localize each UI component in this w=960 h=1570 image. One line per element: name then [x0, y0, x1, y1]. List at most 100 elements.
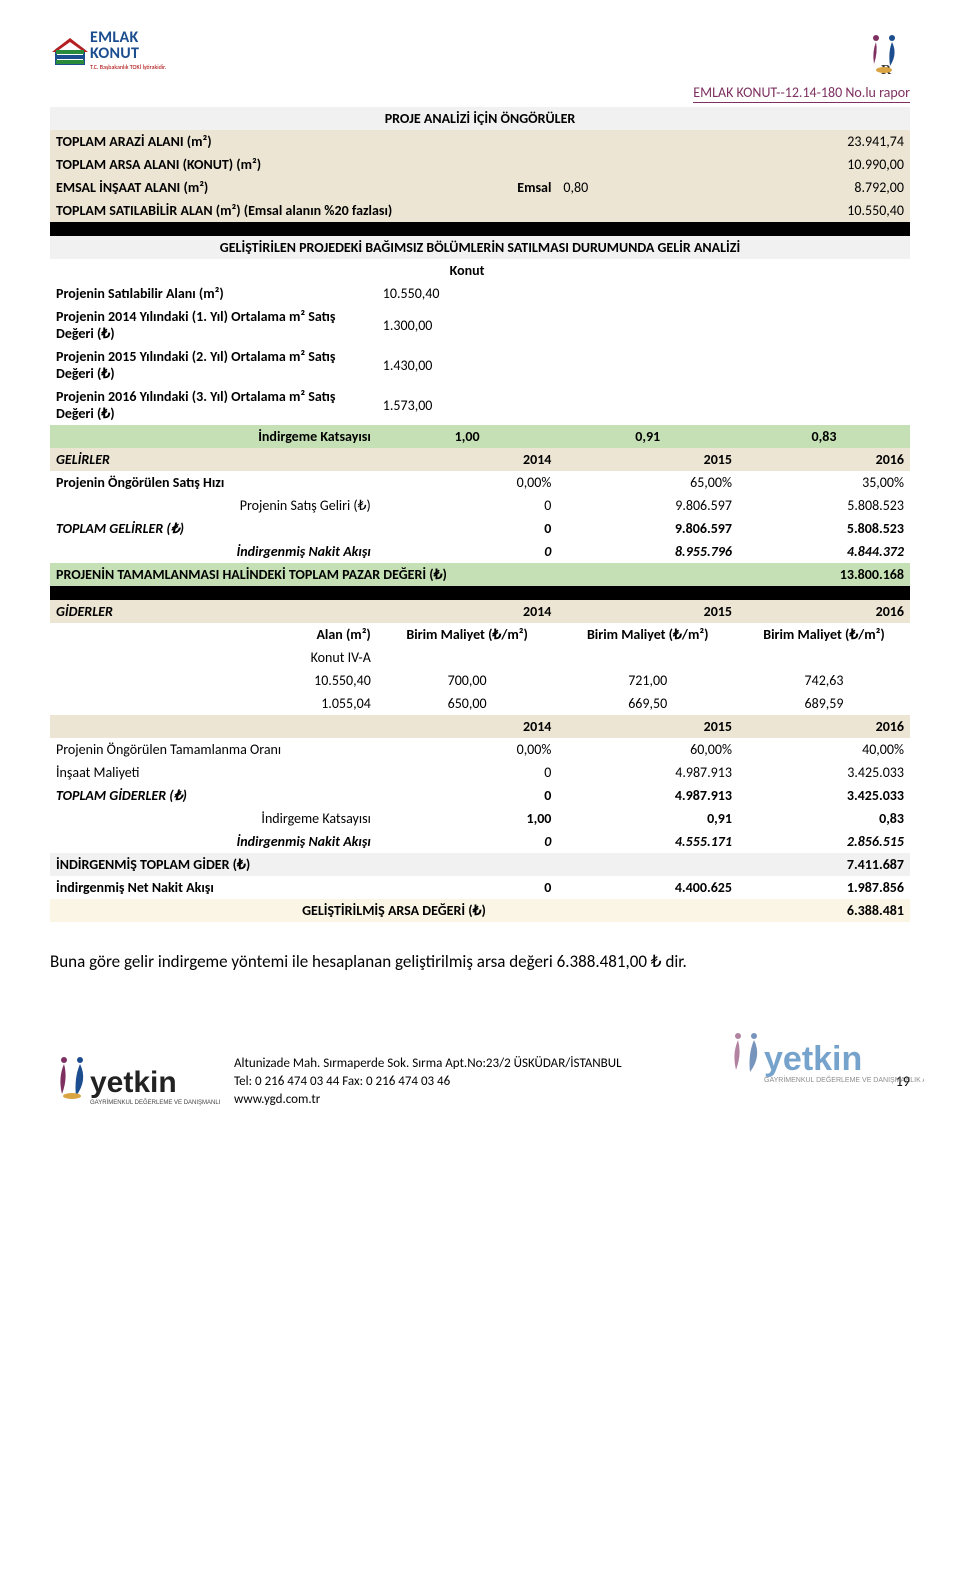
bm3: Birim Maliyet (₺/m²) — [738, 623, 910, 646]
n2: 8.955.796 — [557, 540, 738, 563]
logo-yr: R — [862, 30, 910, 78]
y2014-label: Projenin 2014 Yılındaki (1. Yıl) Ortalam… — [50, 305, 377, 345]
r2c2: 650,00 — [377, 692, 558, 715]
emsal-ratio: 0,80 — [557, 176, 738, 199]
ik1: 1,00 — [377, 807, 558, 830]
net-label: İndirgenmiş Net Nakit Akışı — [50, 876, 377, 899]
page-header: EMLAK KONUT T.C. Başbakanlık TOKİ İştira… — [50, 30, 910, 78]
ik-v2: 0,91 — [557, 425, 738, 448]
itg-label: İNDİRGENMİŞ TOPLAM GİDER (₺) — [50, 853, 738, 876]
y2014-val: 1.300,00 — [377, 305, 558, 345]
gy3: 2016 — [738, 448, 910, 471]
emsal-val: 8.792,00 — [738, 176, 910, 199]
svg-text:GAYRİMENKUL DEĞERLEME VE DANIŞ: GAYRİMENKUL DEĞERLEME VE DANIŞMANLIK A.Ş… — [764, 1075, 924, 1084]
logo-text-2: KONUT — [90, 46, 166, 62]
logo-sub: T.C. Başbakanlık TOKİ İştirakidir. — [90, 64, 166, 70]
gd-y2: 2015 — [557, 600, 738, 623]
r1c4: 742,63 — [738, 669, 910, 692]
tg3: 5.808.523 — [738, 517, 910, 540]
y2015-val: 1.430,00 — [377, 345, 558, 385]
satis2: 9.806.597 — [557, 494, 738, 517]
gy2: 2015 — [557, 448, 738, 471]
psa-label: Projenin Satılabilir Alanı (m²) — [50, 282, 377, 305]
toplam-gelir-label: TOPLAM GELİRLER (₺) — [50, 517, 377, 540]
footer-logo: yetkin GAYRİMENKUL DEĞERLEME VE DANIŞMAN… — [50, 1054, 220, 1110]
ik-v3: 0,83 — [738, 425, 910, 448]
gelir-title: GELİŞTİRİLEN PROJEDEKİ BAĞIMSIZ BÖLÜMLER… — [50, 236, 910, 259]
report-id: EMLAK KONUT--12.14-180 No.lu rapor — [50, 84, 910, 101]
net3: 1.987.856 — [738, 876, 910, 899]
tamam2: 60,00% — [557, 738, 738, 761]
satilabilir-label: TOPLAM SATILABİLİR ALAN (m²) (Emsal alan… — [50, 199, 557, 222]
r2c4: 689,59 — [738, 692, 910, 715]
arazi-label: TOPLAM ARAZİ ALANI (m²) — [50, 130, 557, 153]
ik2: 0,91 — [557, 807, 738, 830]
gelirler-label: GELİRLER — [50, 448, 377, 471]
insaat-label: İnşaat Maliyeti — [50, 761, 377, 784]
y2016-label: Projenin 2016 Yılındaki (3. Yıl) Ortalam… — [50, 385, 377, 425]
hiz-label: Projenin Öngörülen Satış Hızı — [50, 471, 377, 494]
satis-label: Projenin Satış Geliri (₺) — [50, 494, 377, 517]
net2: 4.400.625 — [557, 876, 738, 899]
emsal-label: EMSAL İNŞAAT ALANI (m²) — [50, 176, 377, 199]
arsa-degeri-label: GELİŞTİRİLMİŞ ARSA DEĞERİ (₺) — [50, 899, 738, 922]
r1c2: 700,00 — [377, 669, 558, 692]
nakit2-label: İndirgenmiş Nakit Akışı — [50, 830, 377, 853]
ik-v1: 1,00 — [377, 425, 558, 448]
hiz1: 0,00% — [377, 471, 558, 494]
giderler-label: GİDERLER — [50, 600, 377, 623]
satilabilir-val: 10.550,40 — [557, 199, 910, 222]
na1: 0 — [377, 830, 558, 853]
watermark-logo: yetkin GAYRİMENKUL DEĞERLEME VE DANIŞMAN… — [724, 1030, 924, 1090]
nakit-label: İndirgenmiş Nakit Akışı — [50, 540, 377, 563]
arazi-val: 23.941,74 — [557, 130, 910, 153]
tamam-label: Projenin Öngörülen Tamamlanma Oranı — [50, 738, 377, 761]
n1: 0 — [377, 540, 558, 563]
r1c1: 10.550,40 — [50, 669, 377, 692]
title: PROJE ANALİZİ İÇİN ÖNGÖRÜLER — [50, 107, 910, 130]
satis3: 5.808.523 — [738, 494, 910, 517]
analysis-table: PROJE ANALİZİ İÇİN ÖNGÖRÜLER TOPLAM ARAZ… — [50, 107, 910, 922]
house-icon — [50, 36, 84, 64]
tamam1: 0,00% — [377, 738, 558, 761]
ins1: 0 — [377, 761, 558, 784]
toplam-gider-label: TOPLAM GİDERLER (₺) — [50, 784, 377, 807]
na2: 4.555.171 — [557, 830, 738, 853]
divider2 — [50, 586, 910, 600]
gy1: 2014 — [377, 448, 558, 471]
gd-y3: 2016 — [738, 600, 910, 623]
ik-label2: İndirgeme Katsayısı — [50, 807, 377, 830]
alan-label: Alan (m²) — [50, 623, 377, 646]
footer-line3: www.ygd.com.tr — [234, 1091, 874, 1109]
psa-val: 10.550,40 — [377, 282, 558, 305]
ik3: 0,83 — [738, 807, 910, 830]
svg-text:yetkin: yetkin — [90, 1066, 177, 1099]
gd2-y1: 2014 — [377, 715, 558, 738]
divider — [50, 222, 910, 236]
tgd1: 0 — [377, 784, 558, 807]
gd-y1: 2014 — [377, 600, 558, 623]
svg-text:yetkin: yetkin — [764, 1040, 862, 1078]
svg-text:GAYRİMENKUL DEĞERLEME VE DANIŞ: GAYRİMENKUL DEĞERLEME VE DANIŞMANLIK A.Ş… — [90, 1099, 220, 1106]
r2c1: 1.055,04 — [50, 692, 377, 715]
hiz3: 35,00% — [738, 471, 910, 494]
na3: 2.856.515 — [738, 830, 910, 853]
narrative-text: Buna göre gelir indirgeme yöntemi ile he… — [50, 950, 910, 974]
gd2-y2: 2015 — [557, 715, 738, 738]
arsa-label: TOPLAM ARSA ALANI (KONUT) (m²) — [50, 153, 557, 176]
r2c3: 669,50 — [557, 692, 738, 715]
emsal-word: Emsal — [377, 176, 558, 199]
tg2: 9.806.597 — [557, 517, 738, 540]
itg-val: 7.411.687 — [738, 853, 910, 876]
gd2-y3: 2016 — [738, 715, 910, 738]
tg1: 0 — [377, 517, 558, 540]
konut-iva: Konut IV-A — [50, 646, 377, 669]
y2016-val: 1.573,00 — [377, 385, 558, 425]
r1c3: 721,00 — [557, 669, 738, 692]
tgd3: 3.425.033 — [738, 784, 910, 807]
hiz2: 65,00% — [557, 471, 738, 494]
konut-header: Konut — [377, 259, 558, 282]
arsa-degeri-val: 6.388.481 — [738, 899, 910, 922]
arsa-val: 10.990,00 — [557, 153, 910, 176]
indirgeme-label: İndirgeme Katsayısı — [50, 425, 377, 448]
